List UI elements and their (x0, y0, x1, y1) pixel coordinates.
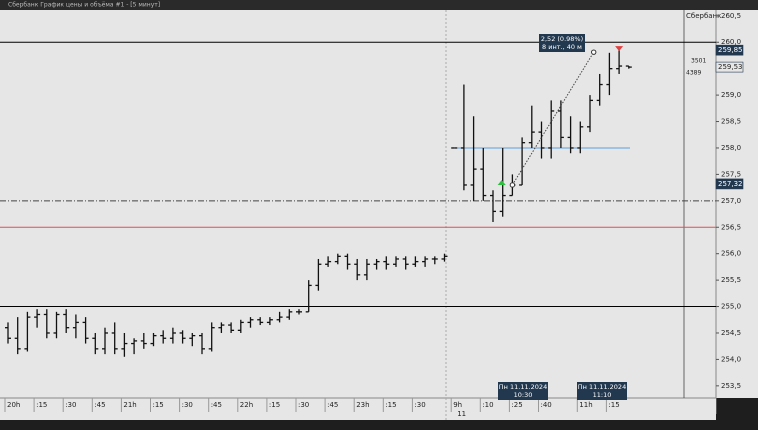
title-bar (0, 0, 758, 10)
y-tick-label: 259,0 (721, 91, 741, 99)
x-tick-label: :45 (327, 401, 338, 409)
buy-signal (497, 179, 506, 185)
price-axis (716, 10, 758, 398)
time-cursor (577, 382, 627, 400)
y-tick-label: 258,0 (721, 144, 741, 152)
price-marker-label: 259,53 (718, 63, 743, 71)
y-tick-label: 260,5 (721, 12, 741, 20)
x-tick-label: :10 (482, 401, 493, 409)
y-tick-label: 254,5 (721, 329, 741, 337)
price-marker-label: 259,85 (718, 46, 743, 54)
x-tick-label: :45 (211, 401, 222, 409)
x-tick-label: :15 (153, 401, 164, 409)
cursor-time: 11:10 (593, 391, 612, 399)
time-axis (0, 398, 716, 420)
x-tick-label: :30 (65, 401, 76, 409)
x-tick-label: :45 (94, 401, 105, 409)
volume-label: 4389 (686, 70, 701, 77)
x-tick-label: :30 (298, 401, 309, 409)
y-tick-label: 253,5 (721, 382, 741, 390)
plot-area (0, 10, 716, 398)
x-tick-label: :15 (385, 401, 396, 409)
x-tick-label: 20h (7, 401, 20, 409)
instrument: Сбербанк (686, 12, 721, 20)
volume-label: 3501 (691, 58, 706, 65)
cursor-date: Пн 11.11.2024 (578, 383, 626, 391)
sell-signal (615, 46, 624, 52)
measure-point (509, 182, 516, 188)
x-tick-label: :30 (414, 401, 425, 409)
y-tick-label: 258,5 (721, 118, 741, 126)
y-tick-label: 260,0 (721, 38, 741, 46)
y-tick-label: 254,0 (721, 355, 741, 363)
price-marker (715, 61, 744, 73)
cursor-time: 10:30 (514, 391, 533, 399)
measure-change: 2,52 (0.98%) (541, 35, 583, 43)
status-bar (0, 420, 758, 426)
x-tick-label: :30 (182, 401, 193, 409)
x-tick-label: :15 (36, 401, 47, 409)
x-tick-label: 21h (123, 401, 136, 409)
y-tick-label: 257,5 (721, 170, 741, 178)
x-tick-label: 23h (356, 401, 369, 409)
x-tick-label: 22h (240, 401, 253, 409)
x-tick-label: :25 (511, 401, 522, 409)
measure-point (591, 49, 597, 55)
y-tick-label: 255,5 (721, 276, 741, 284)
x-tick-label: :15 (608, 401, 619, 409)
y-tick-label: 255,0 (721, 303, 741, 311)
x-tick-label: 11h (579, 401, 592, 409)
y-tick-label: 257,0 (721, 197, 741, 205)
y-tick-label: 256,0 (721, 250, 741, 258)
measure-span: 8 инт., 40 м (542, 43, 582, 51)
y-tick-label: 256,5 (721, 223, 741, 231)
x-tick-label: 9h (453, 401, 462, 409)
x-tick-label: :15 (269, 401, 280, 409)
price-marker (715, 178, 744, 190)
measure-box (539, 34, 585, 52)
window-title: Сбербанк График цены и объёма #1 - [5 ми… (8, 2, 160, 9)
cursor-date: Пн 11.11.2024 (499, 383, 547, 391)
time-cursor (498, 382, 548, 400)
price-marker (715, 44, 744, 56)
measure-line (511, 51, 595, 186)
date-label: 11 (457, 410, 466, 418)
x-tick-label: :40 (541, 401, 552, 409)
price-marker-label: 257,32 (718, 180, 743, 188)
